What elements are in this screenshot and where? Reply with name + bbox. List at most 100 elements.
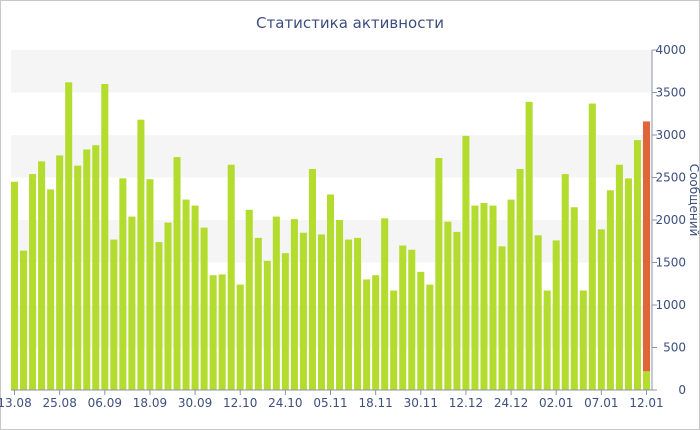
bar (218, 274, 226, 390)
bar (281, 253, 289, 390)
x-tick-label: 24.10 (268, 396, 302, 410)
bar (29, 174, 37, 390)
bar (227, 164, 235, 390)
bar (200, 227, 208, 390)
bar (345, 239, 353, 390)
y-tick-label: 2500 (655, 171, 686, 185)
x-tick-label: 12.10 (223, 396, 257, 410)
bar (128, 216, 136, 390)
bar (480, 203, 488, 390)
bar (642, 371, 651, 390)
bar (408, 249, 416, 390)
bar (146, 179, 154, 390)
bar (38, 161, 46, 390)
bar (263, 260, 271, 390)
bar (615, 164, 623, 390)
y-tick-label: 3500 (655, 86, 686, 100)
bar (435, 157, 443, 390)
chart-title: Статистика активности (256, 14, 444, 32)
grid-band (11, 50, 652, 93)
grid-band (11, 135, 652, 178)
x-tick-label: 05.11 (313, 396, 347, 410)
bar (534, 235, 542, 390)
bar (336, 220, 344, 390)
x-tick-label: 18.11 (358, 396, 392, 410)
bar (74, 165, 82, 390)
x-tick-label: 25.08 (42, 396, 76, 410)
bar (245, 209, 253, 390)
bar (83, 149, 91, 390)
y-tick-label: 500 (663, 341, 686, 355)
y-tick-label: 4000 (655, 43, 686, 57)
bar (47, 189, 55, 390)
x-tick-label: 06.09 (88, 396, 122, 410)
bar (453, 231, 461, 390)
bar (426, 284, 434, 390)
bar (570, 207, 578, 390)
bar (191, 205, 199, 390)
y-tick-label: 3000 (655, 128, 686, 142)
bar (173, 157, 181, 390)
bar (110, 239, 118, 390)
x-tick-label: 30.09 (178, 396, 212, 410)
bar (182, 199, 190, 390)
bar (290, 219, 298, 390)
x-tick-label: 24.12 (494, 396, 528, 410)
x-tick-label: 12.12 (449, 396, 483, 410)
bar (417, 271, 425, 390)
bar (597, 229, 605, 390)
x-tick-label: 02.01 (539, 396, 573, 410)
y-tick-label: 2000 (655, 213, 686, 227)
bar (462, 135, 470, 390)
bar (561, 174, 569, 390)
bar (354, 237, 362, 390)
bar (444, 221, 452, 390)
bar (633, 140, 641, 390)
bar (155, 242, 163, 390)
bar (119, 178, 127, 390)
bar (299, 232, 307, 390)
bars (11, 82, 651, 391)
bar (390, 290, 398, 390)
highlight-bar (642, 121, 651, 372)
bar (372, 275, 380, 390)
bar (308, 169, 316, 390)
bar (606, 190, 614, 390)
bar (516, 169, 524, 390)
bar (236, 284, 244, 390)
bar (525, 101, 533, 390)
bar (254, 237, 262, 390)
y-axis-ticks: 0 500 1000 1500 2000 2500 3000 3500 4000 (652, 43, 686, 397)
bar (579, 290, 587, 390)
bar (209, 275, 217, 390)
bar (92, 145, 100, 390)
bar (20, 250, 28, 390)
x-tick-label: 30.11 (404, 396, 438, 410)
bar (507, 199, 515, 390)
x-tick-label: 13.08 (0, 396, 32, 410)
bar (137, 119, 145, 390)
y-tick-label: 1000 (655, 298, 686, 312)
bar (471, 205, 479, 390)
bar (498, 246, 506, 390)
bar (363, 279, 371, 390)
bar (317, 234, 325, 390)
x-axis-ticks: 13.08 25.08 06.09 18.09 30.09 12.10 24.10 05.11… (0, 390, 664, 410)
bar (101, 84, 109, 390)
bar (272, 216, 280, 390)
bar (164, 222, 172, 390)
y-axis-title: Сообщений (687, 164, 700, 237)
bar (588, 103, 596, 391)
bar (543, 290, 551, 390)
bar (624, 178, 632, 390)
y-tick-label: 0 (678, 383, 686, 397)
x-tick-label: 07.01 (584, 396, 618, 410)
bar (326, 194, 335, 390)
bar (399, 245, 407, 390)
bar (381, 218, 389, 390)
bar (552, 240, 560, 390)
y-tick-label: 1500 (655, 256, 686, 270)
bar (489, 205, 497, 390)
bar (56, 155, 64, 390)
